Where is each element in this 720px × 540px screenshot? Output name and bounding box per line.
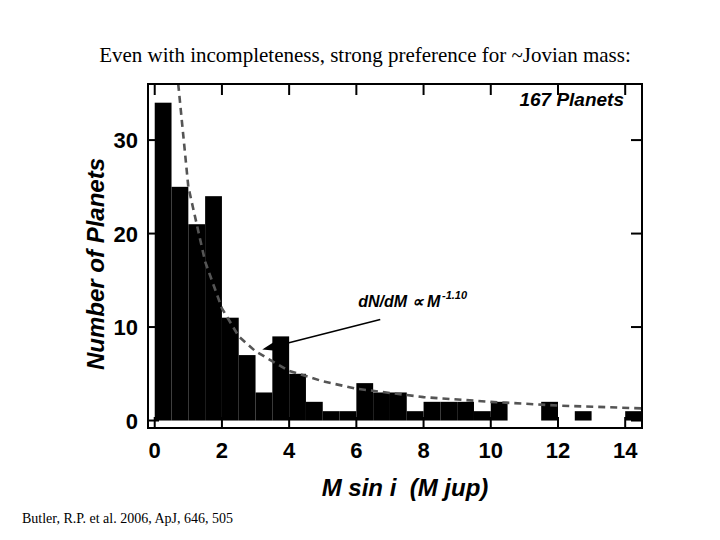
y-tick-label: 30 [114, 128, 138, 153]
annotation-text: dN/dM ∝ M [358, 293, 441, 310]
bar [256, 392, 273, 420]
bar [558, 420, 575, 421]
annotation-arrow [270, 319, 380, 347]
bar [239, 355, 256, 420]
x-tick [557, 417, 559, 428]
y-tick [148, 233, 159, 235]
x-tick-label: 12 [546, 438, 570, 463]
x-tick-top [221, 84, 223, 95]
bar [508, 420, 525, 421]
bar [474, 411, 491, 420]
bar [424, 402, 441, 421]
x-tick-label: 10 [479, 438, 503, 463]
chart-root: Even with incompleteness, strong prefere… [0, 0, 720, 540]
annotation-superscript: -1.10 [442, 289, 468, 301]
bar [155, 103, 172, 421]
x-tick [288, 417, 290, 428]
annotation-arrowhead [262, 340, 276, 350]
x-tick-label: 4 [283, 438, 296, 463]
y-tick-right [631, 420, 642, 422]
x-tick-top [624, 84, 626, 95]
y-tick-label: 10 [114, 315, 138, 340]
annotation-label: 167 Planets [519, 89, 624, 110]
y-tick-right [631, 139, 642, 141]
bar [323, 411, 340, 420]
frame [148, 84, 642, 428]
source: Butler, R.P. et al. 2006, ApJ, 646, 505 [22, 511, 233, 526]
bar [524, 420, 541, 421]
x-tick [490, 417, 492, 428]
x-tick-top [288, 84, 290, 95]
bar [407, 411, 424, 420]
y-tick-label: 20 [114, 222, 138, 247]
x-tick-label: 6 [350, 438, 362, 463]
bar [205, 196, 222, 420]
x-tick [154, 417, 156, 428]
x-tick-label: 14 [613, 438, 638, 463]
y-tick [148, 420, 159, 422]
title: Even with incompleteness, strong prefere… [99, 43, 631, 67]
bar [373, 392, 390, 420]
x-tick-label: 2 [216, 438, 228, 463]
bar [172, 187, 189, 421]
x-tick [221, 417, 223, 428]
bar [440, 402, 457, 421]
x-axis-label: M sin i (M jup) [322, 474, 489, 501]
bar [592, 420, 609, 421]
x-tick-top [490, 84, 492, 95]
x-tick [355, 417, 357, 428]
x-tick [423, 417, 425, 428]
y-tick [148, 326, 159, 328]
y-tick-right [631, 326, 642, 328]
bar [390, 392, 407, 420]
y-tick [148, 139, 159, 141]
x-tick-label: 8 [417, 438, 429, 463]
bar [272, 336, 289, 420]
x-tick-top [154, 84, 156, 95]
bar [457, 402, 474, 421]
y-tick-right [631, 233, 642, 235]
y-tick-label: 0 [126, 409, 138, 434]
bar [491, 402, 508, 421]
x-tick-top [423, 84, 425, 95]
bar [289, 374, 306, 421]
fit-line [178, 84, 642, 408]
bar [340, 411, 357, 420]
x-tick-label: 0 [149, 438, 161, 463]
bar [625, 411, 642, 420]
x-tick [624, 417, 626, 428]
x-tick-top [355, 84, 357, 95]
y-axis-label: Number of Planets [82, 158, 109, 370]
bar [608, 420, 625, 421]
plot-area [155, 84, 642, 421]
bar [306, 402, 323, 421]
bar [575, 411, 592, 420]
